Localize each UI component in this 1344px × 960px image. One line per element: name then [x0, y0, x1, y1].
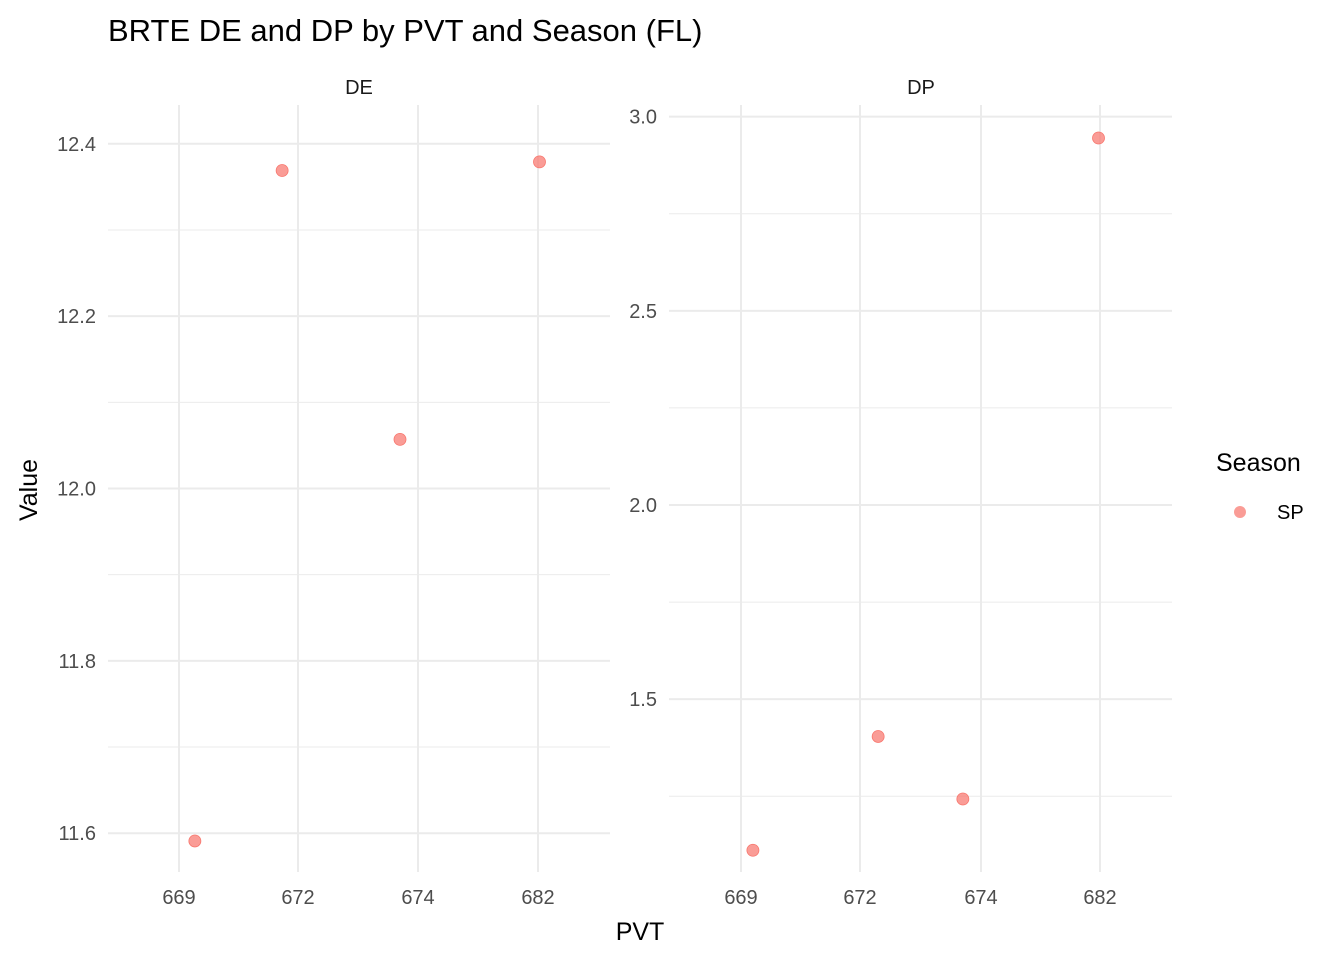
x-tick-label: 674: [401, 887, 434, 909]
x-axis-title: PVT: [616, 918, 665, 946]
data-point: [871, 730, 885, 743]
y-tick-label: 12.4: [57, 134, 96, 156]
facet-strip-label: DP: [907, 77, 935, 99]
y-tick-label: 2.5: [629, 301, 657, 323]
y-tick-label: 3.0: [629, 107, 657, 129]
legend-title: Season: [1216, 449, 1301, 477]
y-axis-title: Value: [15, 459, 43, 521]
panel-de: DE 11.6 11.8 12.0 12.2 12.4 669 672 674 682: [57, 77, 610, 909]
y-tick-label: 12.0: [57, 479, 96, 501]
x-tick-label: 682: [1083, 887, 1116, 909]
x-tick-label: 682: [521, 887, 554, 909]
data-point: [393, 432, 407, 446]
y-tick-label: 11.6: [59, 823, 96, 845]
facet-strip-label: DE: [345, 77, 373, 99]
data-point: [188, 834, 202, 848]
data-point: [275, 164, 289, 177]
y-tick-label: 1.5: [629, 689, 657, 711]
x-tick-label: 672: [843, 887, 876, 909]
panel-dp: DP 1.5 2.0 2.5 3.0 669 672 674 682: [629, 77, 1172, 909]
legend-label-sp: SP: [1277, 502, 1304, 524]
x-tick-label: 674: [964, 887, 997, 909]
data-point: [956, 792, 970, 806]
data-point: [533, 155, 546, 169]
y-tick-label: 12.2: [57, 306, 96, 328]
legend: Season SP: [1216, 449, 1304, 524]
data-point: [1092, 131, 1105, 145]
chart-title: BRTE DE and DP by PVT and Season (FL): [108, 13, 702, 48]
legend-key-point: [1234, 506, 1246, 518]
x-tick-label: 669: [162, 887, 195, 909]
x-tick-label: 672: [281, 887, 314, 909]
data-point: [746, 843, 760, 857]
y-tick-label: 2.0: [629, 495, 657, 517]
x-tick-label: 669: [724, 887, 757, 909]
y-tick-label: 11.8: [59, 651, 96, 673]
